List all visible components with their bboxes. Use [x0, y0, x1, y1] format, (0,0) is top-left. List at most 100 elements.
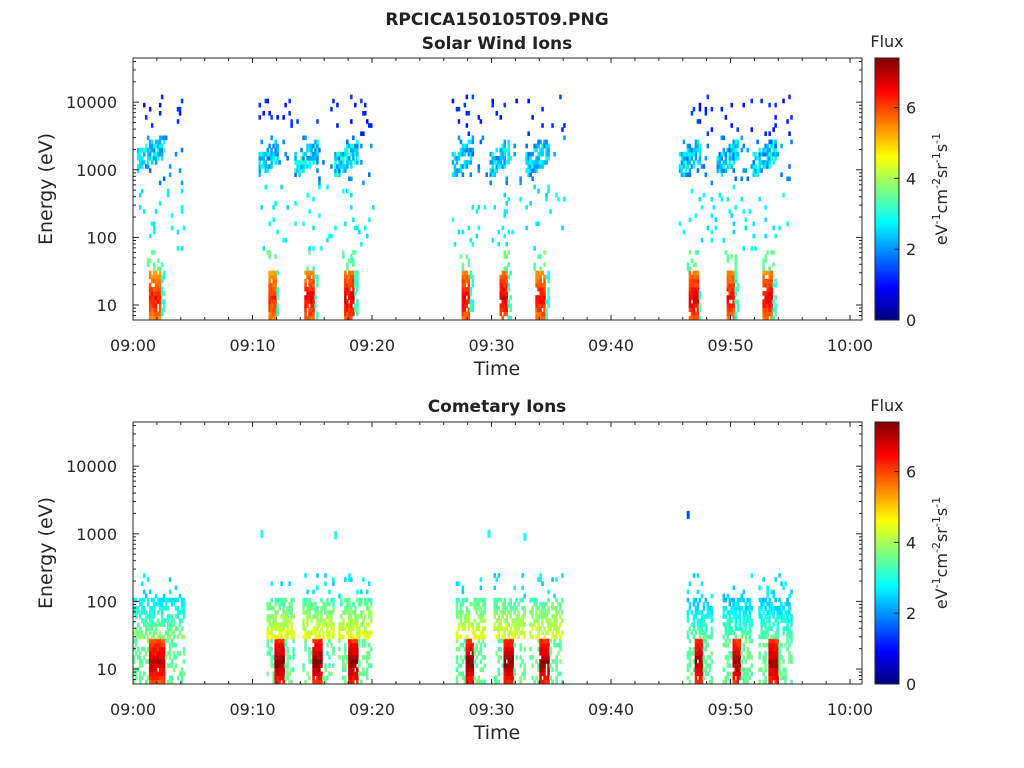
heatmap-cell [312, 589, 315, 595]
heatmap-cell [280, 601, 283, 607]
heatmap-cell [531, 614, 534, 619]
heatmap-cell [523, 671, 526, 677]
heatmap-cell [702, 606, 706, 611]
heatmap-cell [497, 679, 500, 685]
heatmap-cell [350, 577, 353, 582]
heatmap-cell [503, 667, 506, 672]
heatmap-cell [742, 102, 745, 108]
heatmap-cell [139, 626, 142, 631]
heatmap-cell [768, 139, 771, 145]
heatmap-cell [499, 274, 502, 280]
heatmap-cell [150, 307, 154, 313]
y-axis-label: Energy (eV) [35, 133, 57, 245]
heatmap-cell [312, 638, 315, 644]
heatmap-cell [286, 651, 289, 656]
heatmap-cell [690, 188, 694, 194]
heatmap-cell [682, 160, 686, 165]
heatmap-cell [312, 675, 315, 681]
heatmap-cell [264, 151, 267, 157]
heatmap-cell [292, 651, 295, 656]
heatmap-cell [356, 618, 359, 623]
heatmap-cell [768, 291, 771, 296]
heatmap-cell [302, 168, 305, 173]
heatmap-cell [160, 156, 164, 161]
heatmap-cell [746, 147, 749, 153]
heatmap-cell [276, 679, 279, 685]
heatmap-cell [790, 679, 793, 685]
heatmap-cell [521, 585, 524, 591]
heatmap-cell [774, 618, 777, 623]
heatmap-cell [135, 630, 138, 636]
heatmap-cell [352, 258, 355, 263]
heatmap-cell [748, 606, 751, 611]
heatmap-cell [465, 143, 469, 149]
heatmap-cell [148, 315, 152, 321]
heatmap-cell [734, 151, 737, 157]
heatmap-cell [694, 156, 698, 161]
heatmap-cell [762, 630, 765, 636]
heatmap-cell [156, 258, 160, 263]
heatmap-cell [493, 156, 496, 161]
heatmap-cell [543, 282, 546, 288]
heatmap-cell [168, 172, 172, 177]
heatmap-cell [744, 601, 747, 607]
heatmap-cell [471, 679, 475, 685]
heatmap-cell [497, 164, 500, 169]
heatmap-cell [748, 630, 751, 636]
heatmap-cell [553, 593, 556, 599]
heatmap-cell [686, 156, 690, 161]
heatmap-cell [457, 156, 461, 161]
heatmap-cell [156, 311, 160, 317]
heatmap-cell [354, 651, 357, 656]
heatmap-cell [312, 659, 315, 664]
heatmap-cell [764, 143, 767, 149]
heatmap-cell [272, 315, 275, 321]
heatmap-cell [280, 581, 283, 586]
heatmap-cell [467, 655, 471, 660]
heatmap-cell [555, 655, 558, 660]
heatmap-cell [148, 651, 152, 656]
heatmap-cell [146, 634, 150, 640]
heatmap-cell [764, 311, 767, 317]
heatmap-cell [338, 646, 341, 652]
heatmap-cell [160, 659, 164, 664]
heatmap-cell [160, 274, 164, 280]
heatmap-cell [276, 270, 279, 276]
heatmap-cell [768, 147, 771, 153]
heatmap-cell [350, 151, 353, 157]
heatmap-cell [354, 622, 357, 627]
heatmap-cell [274, 254, 277, 259]
heatmap-cell [141, 630, 144, 636]
heatmap-cell [734, 311, 737, 317]
heatmap-cell [258, 160, 261, 165]
heatmap-cell [722, 667, 726, 672]
heatmap-cell [698, 315, 702, 321]
heatmap-cell [282, 659, 285, 664]
heatmap-cell [700, 581, 704, 586]
heatmap-cell [326, 601, 329, 607]
heatmap-cell [362, 577, 365, 582]
heatmap-cell [463, 675, 467, 681]
heatmap-cell [774, 295, 777, 300]
heatmap-cell [324, 573, 327, 578]
heatmap-cell [320, 638, 323, 644]
heatmap-cell [318, 184, 321, 190]
heatmap-cell [310, 303, 313, 308]
heatmap-cell [772, 642, 775, 648]
heatmap-cell [274, 139, 277, 145]
heatmap-cell [342, 156, 345, 161]
heatmap-cell [286, 205, 289, 210]
heatmap-cell [135, 651, 138, 656]
heatmap-cell [541, 315, 544, 321]
heatmap-cell [764, 606, 767, 611]
heatmap-cell [772, 147, 775, 153]
heatmap-cell [469, 663, 473, 668]
heatmap-cell [535, 626, 538, 631]
heatmap-cell [513, 618, 516, 623]
colorbar-tick-label: 6 [906, 99, 916, 118]
heatmap-cell [541, 606, 544, 611]
heatmap-cell [491, 168, 494, 173]
heatmap-cell [302, 663, 305, 668]
heatmap-cell [786, 646, 789, 652]
heatmap-cell [274, 618, 277, 623]
